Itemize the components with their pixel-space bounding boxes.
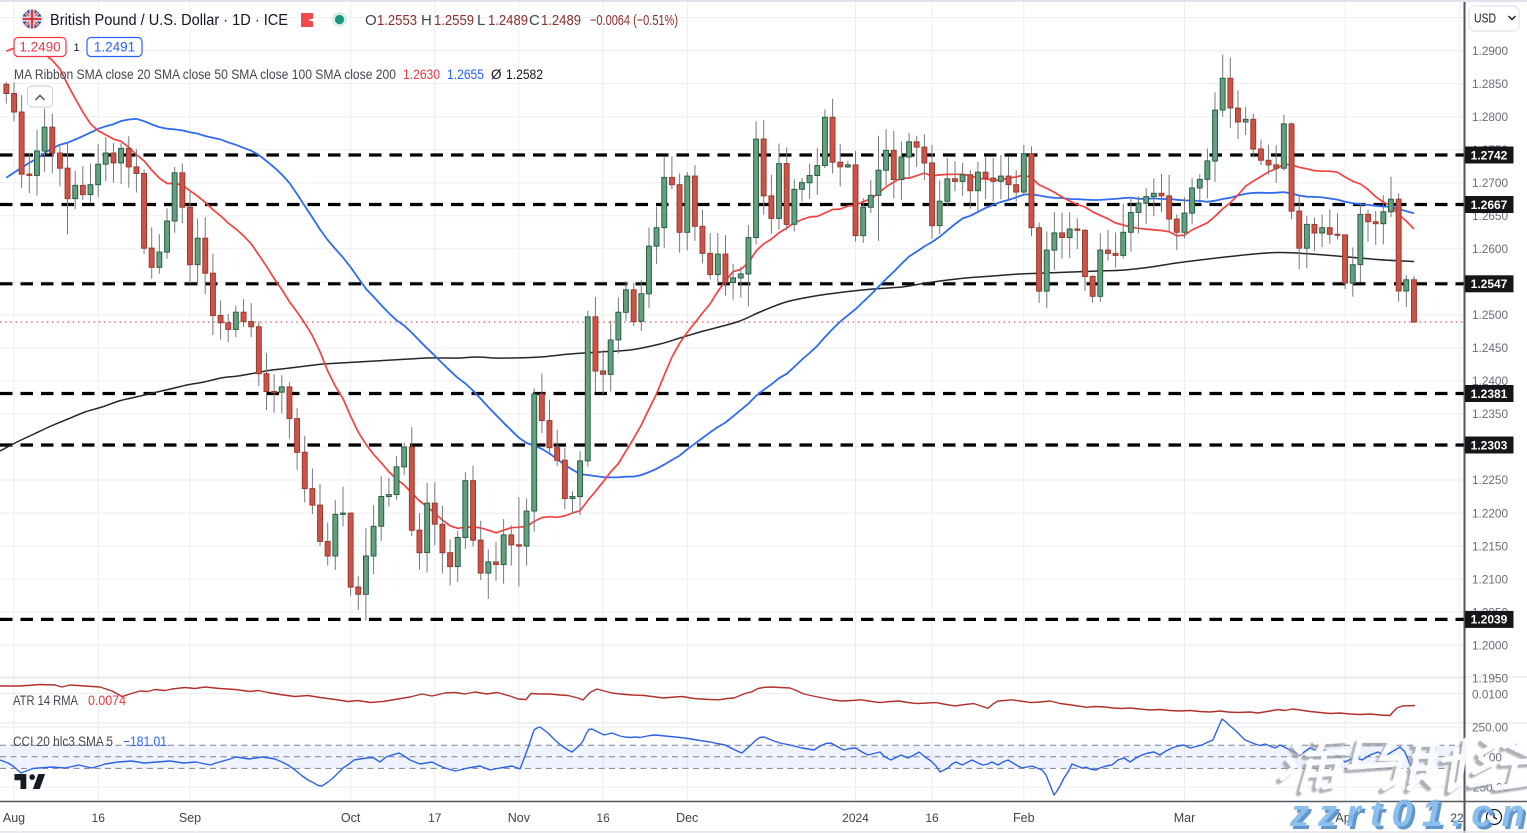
- svg-text:1.2489: 1.2489: [541, 12, 581, 29]
- svg-text:22: 22: [1450, 811, 1464, 825]
- svg-text:1.2350: 1.2350: [1472, 407, 1508, 421]
- svg-text:1.2559: 1.2559: [434, 12, 474, 29]
- svg-text:Feb: Feb: [1013, 811, 1035, 825]
- svg-text:1.2582: 1.2582: [506, 67, 543, 82]
- svg-text:C: C: [529, 12, 540, 29]
- svg-text:1.2742: 1.2742: [1471, 148, 1508, 162]
- svg-text:Mar: Mar: [1174, 811, 1196, 825]
- svg-text:0.0074: 0.0074: [88, 693, 126, 708]
- svg-text:MA Ribbon SMA close 20 SMA clo: MA Ribbon SMA close 20 SMA close 50 SMA …: [14, 67, 396, 82]
- svg-text:1.2489: 1.2489: [488, 12, 528, 29]
- svg-text:1.2450: 1.2450: [1472, 341, 1508, 355]
- svg-text:Aug: Aug: [3, 811, 25, 825]
- svg-text:1.2250: 1.2250: [1472, 473, 1508, 487]
- svg-text:British Pound / U.S. Dollar ·: British Pound / U.S. Dollar · 1D · ICE: [50, 12, 288, 29]
- svg-text:1.2700: 1.2700: [1472, 176, 1508, 190]
- svg-text:16: 16: [92, 811, 106, 825]
- svg-text:1.2900: 1.2900: [1472, 44, 1508, 58]
- svg-text:1.2000: 1.2000: [1472, 638, 1508, 652]
- svg-text:1.2150: 1.2150: [1472, 539, 1508, 553]
- svg-text:1.2381: 1.2381: [1471, 387, 1508, 401]
- svg-text:Sep: Sep: [179, 811, 201, 825]
- svg-text:Ø: Ø: [491, 67, 502, 82]
- svg-text:2024: 2024: [842, 811, 869, 825]
- svg-text:H: H: [421, 12, 432, 29]
- svg-text:1.2400: 1.2400: [1472, 374, 1508, 388]
- svg-text:1.2490: 1.2490: [19, 40, 60, 55]
- svg-text:0.0100: 0.0100: [1472, 688, 1508, 702]
- svg-text:1.2630: 1.2630: [403, 67, 440, 82]
- svg-text:1.2850: 1.2850: [1472, 77, 1508, 91]
- svg-text:L: L: [477, 12, 485, 29]
- svg-text:1.2100: 1.2100: [1472, 572, 1508, 586]
- svg-text:Nov: Nov: [508, 811, 531, 825]
- svg-text:1.2500: 1.2500: [1472, 308, 1508, 322]
- svg-text:1.1950: 1.1950: [1472, 671, 1508, 685]
- svg-text:Apr: Apr: [1335, 811, 1354, 825]
- svg-text:1.2553: 1.2553: [377, 12, 417, 29]
- svg-text:ATR 14 RMA: ATR 14 RMA: [13, 693, 78, 708]
- svg-text:Oct: Oct: [341, 811, 361, 825]
- svg-text:−181.01: −181.01: [123, 734, 167, 749]
- svg-text:Dec: Dec: [676, 811, 698, 825]
- svg-text:1.2667: 1.2667: [1471, 198, 1508, 212]
- svg-text:1.2655: 1.2655: [447, 67, 484, 82]
- svg-text:1.2600: 1.2600: [1472, 242, 1508, 256]
- svg-text:1: 1: [73, 42, 79, 54]
- svg-text:1.2547: 1.2547: [1471, 277, 1508, 291]
- svg-text:1.2200: 1.2200: [1472, 506, 1508, 520]
- svg-text:1.2800: 1.2800: [1472, 110, 1508, 124]
- svg-text:1.2039: 1.2039: [1471, 613, 1508, 627]
- svg-text:CCI 20 hlc3 SMA 5: CCI 20 hlc3 SMA 5: [13, 734, 113, 749]
- svg-text:−0.0064 (−0.51%): −0.0064 (−0.51%): [590, 12, 678, 29]
- svg-text:1.2491: 1.2491: [94, 40, 135, 55]
- svg-text:16: 16: [596, 811, 610, 825]
- svg-text:17: 17: [428, 811, 442, 825]
- svg-text:O: O: [365, 12, 377, 29]
- svg-text:16: 16: [925, 811, 939, 825]
- svg-text:1.2303: 1.2303: [1471, 438, 1508, 452]
- svg-text:USD: USD: [1474, 12, 1496, 26]
- svg-text:250.00: 250.00: [1472, 720, 1508, 734]
